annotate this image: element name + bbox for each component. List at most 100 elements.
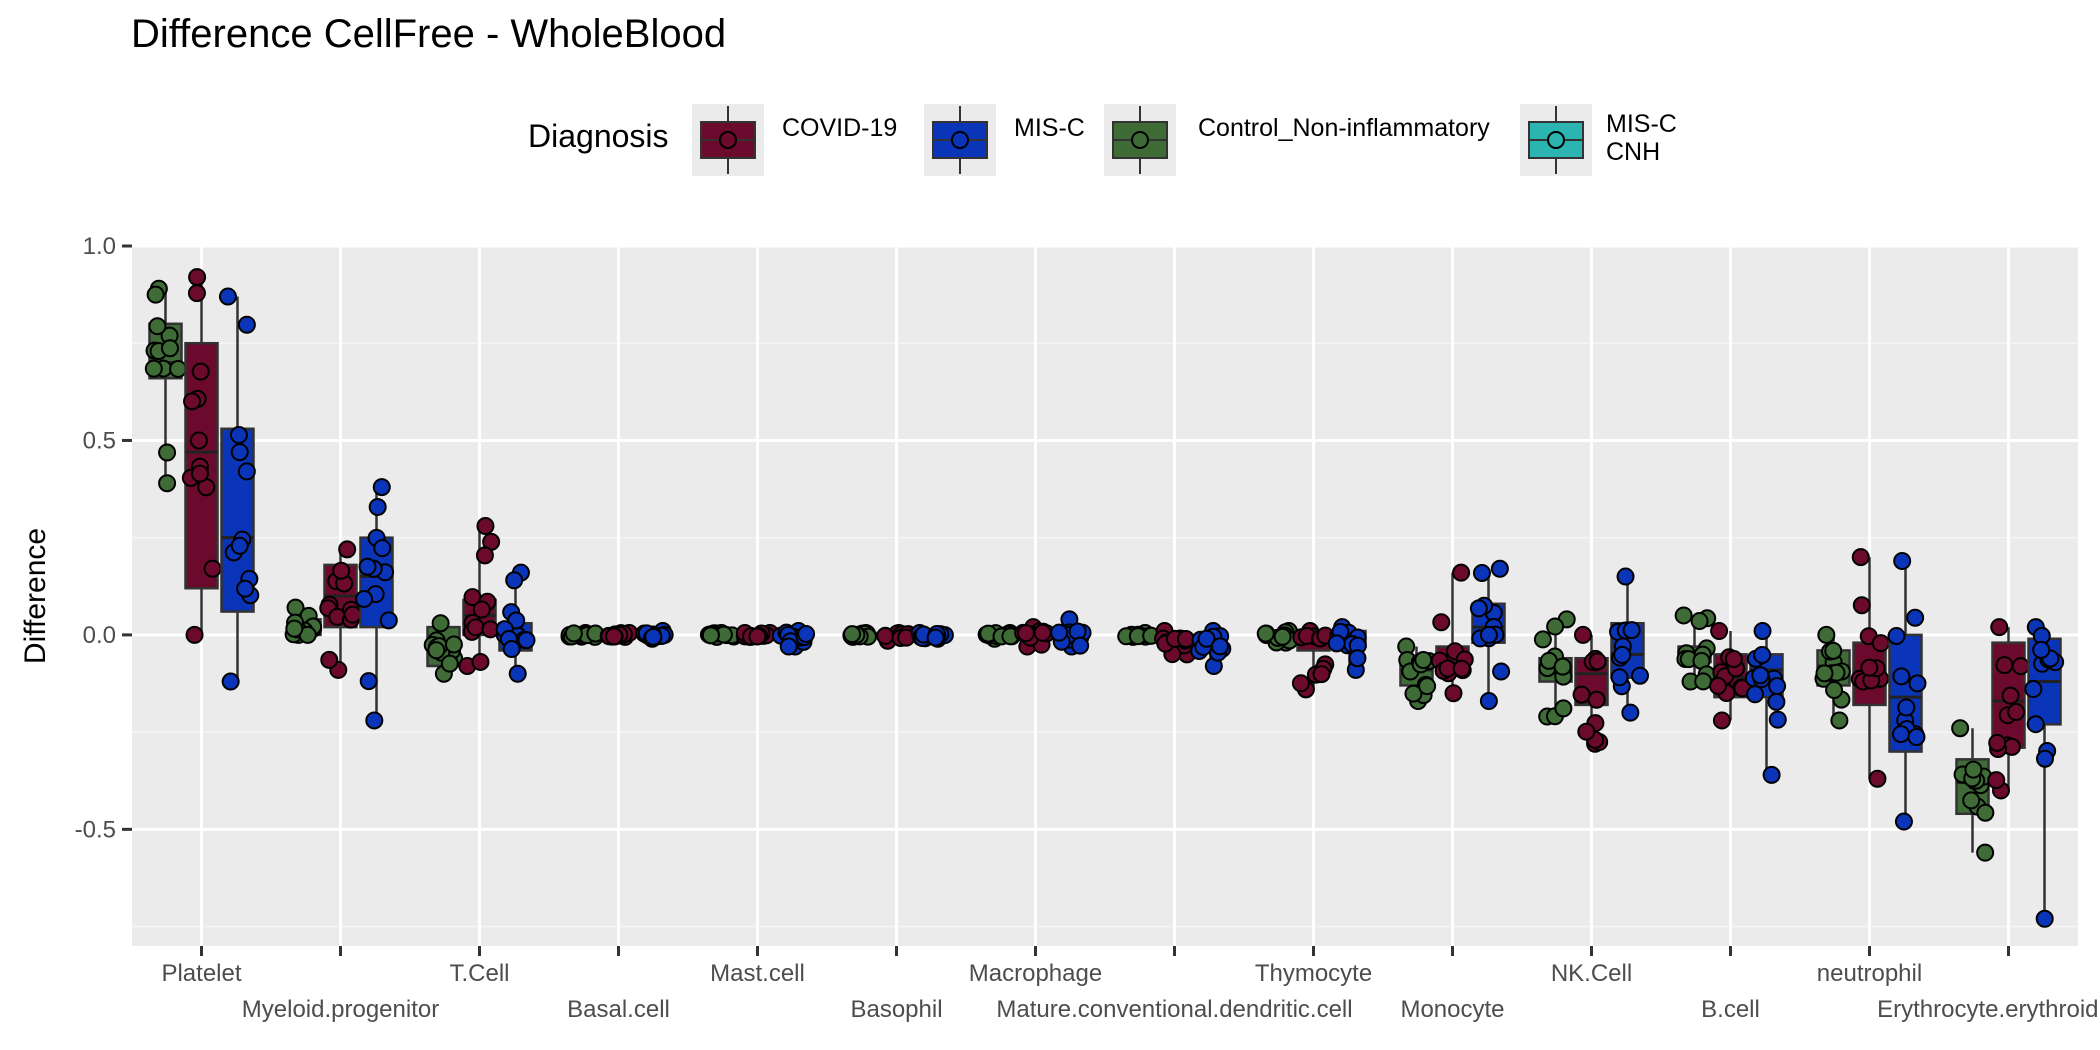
- box-Control_Non-inflammatory-6: [977, 623, 1021, 648]
- x-tick-label: Mast.cell: [710, 960, 805, 987]
- data-point: [1815, 664, 1834, 683]
- data-point: [701, 626, 720, 645]
- box-COVID-19-1: [319, 540, 362, 679]
- legend-key-control: [1104, 104, 1176, 176]
- data-point: [285, 619, 304, 638]
- box-MIS-C-11: [1744, 622, 1787, 784]
- y-tick-label: -0.5: [75, 816, 116, 843]
- data-point: [160, 339, 179, 358]
- x-tick-label: Monocyte: [1400, 996, 1504, 1023]
- data-point: [779, 637, 798, 656]
- data-point: [1868, 769, 1887, 788]
- x-tick-label: Basophil: [850, 996, 942, 1023]
- box-MIS-C-13: [2024, 618, 2065, 928]
- data-point: [475, 546, 494, 565]
- data-point: [1312, 665, 1331, 684]
- data-point: [190, 464, 209, 483]
- data-point: [144, 359, 163, 378]
- data-point: [843, 625, 862, 644]
- box-COVID-19-4: [735, 623, 779, 646]
- data-point: [379, 611, 398, 630]
- data-point: [476, 517, 495, 535]
- data-point: [1768, 677, 1787, 696]
- data-point: [1554, 699, 1573, 718]
- data-point: [218, 287, 237, 306]
- data-point: [1746, 685, 1765, 704]
- data-point: [158, 443, 177, 462]
- legend-key-misc: [924, 104, 996, 176]
- data-point: [358, 557, 377, 576]
- box-MIS-C-3: [635, 622, 674, 648]
- data-point: [517, 631, 536, 650]
- box-COVID-19-0: [181, 268, 222, 644]
- box-Control_Non-inflammatory-5: [842, 623, 878, 646]
- data-point: [502, 640, 521, 659]
- data-point: [1976, 843, 1995, 862]
- data-point: [564, 624, 583, 643]
- legend: Diagnosis COVID-19 MIS-C Control_Non-i: [528, 104, 1758, 180]
- box-MIS-C-9: [1469, 559, 1511, 710]
- data-point: [1852, 596, 1871, 615]
- data-point: [188, 268, 207, 287]
- box-Control_Non-inflammatory-9: [1397, 637, 1439, 710]
- data-point: [1892, 667, 1911, 686]
- box-MIS-C-10: [1609, 567, 1649, 722]
- data-point: [365, 711, 384, 730]
- data-point: [1273, 627, 1292, 646]
- x-tick-label: Basal.cell: [567, 996, 670, 1023]
- data-point: [1291, 674, 1310, 693]
- data-point: [203, 559, 222, 578]
- data-point: [1887, 627, 1906, 646]
- legend-label-misc: MIS-C: [1014, 114, 1085, 142]
- data-point: [1871, 634, 1890, 653]
- x-tick-label: Macrophage: [969, 960, 1102, 987]
- data-point: [1894, 812, 1913, 831]
- data-point: [1824, 641, 1843, 660]
- data-point: [2011, 657, 2030, 676]
- legend-key-covid: [692, 104, 764, 176]
- data-point: [1050, 623, 1069, 642]
- data-point: [1452, 659, 1471, 678]
- box-COVID-19-2: [458, 517, 501, 675]
- data-point: [1893, 552, 1912, 570]
- data-point: [1710, 622, 1729, 640]
- data-point: [1016, 624, 1035, 643]
- data-point: [1694, 672, 1713, 691]
- data-point: [343, 605, 362, 624]
- data-point: [236, 579, 255, 598]
- data-point: [1327, 634, 1346, 653]
- data-point: [1256, 624, 1275, 643]
- data-point: [1479, 692, 1498, 710]
- data-point: [1630, 666, 1649, 685]
- data-point: [2001, 686, 2020, 705]
- data-point: [2026, 715, 2045, 734]
- data-point: [229, 426, 248, 445]
- x-tick-label: Thymocyte: [1255, 960, 1372, 987]
- y-axis-label: Difference: [19, 528, 52, 664]
- data-point: [2024, 680, 2043, 699]
- x-tick-label: Mature.conventional.dendritic.cell: [996, 996, 1352, 1023]
- data-point: [1348, 649, 1367, 668]
- data-point: [1995, 656, 2014, 675]
- data-point: [1712, 711, 1731, 730]
- data-point: [148, 317, 167, 336]
- data-point: [1553, 657, 1572, 676]
- legend-label-misc-cnh: MIS-C CNH: [1606, 110, 1677, 166]
- plot-panel: [132, 246, 2078, 946]
- data-point: [1951, 719, 1970, 738]
- data-point: [1906, 608, 1925, 627]
- data-point: [1587, 690, 1606, 709]
- legend-title: Diagnosis: [528, 118, 669, 154]
- data-point: [466, 618, 485, 637]
- data-point: [1418, 677, 1437, 696]
- data-point: [2007, 703, 2026, 722]
- data-point: [1033, 623, 1052, 642]
- legend-label-control: Control_Non-inflammatory: [1198, 114, 1490, 142]
- y-tick-label: 0.5: [83, 427, 116, 454]
- data-point: [471, 652, 490, 671]
- box-Control_Non-inflammatory-3: [560, 623, 605, 646]
- data-point: [1825, 681, 1844, 700]
- box-Control_Non-inflammatory-0: [144, 279, 188, 493]
